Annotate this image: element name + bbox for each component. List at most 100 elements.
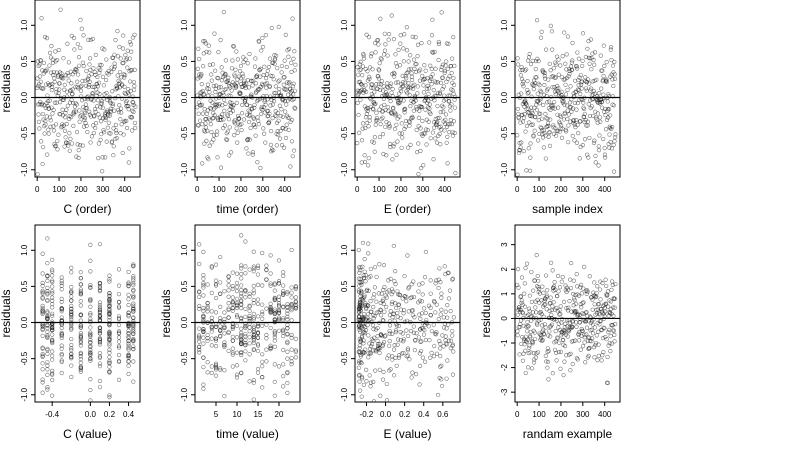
data-point	[112, 52, 117, 57]
data-point	[267, 111, 272, 116]
data-point	[247, 352, 252, 357]
data-point	[375, 325, 380, 331]
data-point	[88, 269, 93, 274]
data-point	[438, 280, 443, 285]
data-point	[613, 132, 618, 137]
data-point	[45, 236, 50, 241]
data-point	[436, 392, 441, 398]
data-point	[368, 274, 373, 279]
data-point	[232, 72, 237, 77]
data-point	[546, 377, 551, 382]
data-point	[595, 284, 600, 289]
data-point	[50, 371, 55, 376]
data-point	[116, 328, 122, 334]
data-point	[450, 56, 455, 61]
data-point	[425, 76, 430, 81]
data-point	[396, 47, 401, 53]
data-point	[567, 68, 572, 74]
data-point	[428, 136, 433, 141]
data-point	[108, 100, 113, 106]
data-point	[116, 314, 122, 319]
data-point	[589, 327, 594, 332]
data-point	[593, 153, 598, 158]
data-point	[260, 375, 265, 380]
data-point	[277, 136, 283, 141]
data-point	[611, 103, 616, 108]
data-point	[239, 330, 244, 335]
data-point	[218, 37, 223, 43]
data-point	[591, 140, 597, 145]
data-points	[355, 10, 458, 177]
data-point	[424, 117, 429, 122]
data-point	[405, 70, 410, 75]
data-point	[40, 280, 45, 286]
data-point	[235, 113, 241, 119]
data-point	[78, 282, 83, 287]
data-point	[390, 331, 395, 336]
data-point	[222, 310, 227, 315]
data-point	[97, 342, 103, 347]
data-point	[204, 86, 210, 91]
data-point	[523, 98, 528, 103]
data-point	[263, 33, 268, 38]
data-point	[92, 107, 98, 112]
data-point	[594, 77, 599, 82]
data-point	[272, 317, 277, 322]
data-point	[559, 135, 565, 140]
data-point	[403, 80, 408, 85]
data-point	[441, 344, 446, 349]
data-point	[557, 340, 562, 345]
data-point	[275, 66, 280, 71]
data-point	[388, 309, 393, 314]
data-point	[107, 343, 112, 348]
data-point	[568, 277, 573, 282]
data-point	[88, 343, 93, 348]
data-point	[251, 347, 256, 353]
data-point	[88, 332, 93, 337]
data-point	[602, 63, 607, 69]
data-point	[394, 122, 399, 127]
data-point	[96, 80, 102, 85]
data-point	[583, 360, 588, 365]
data-point	[197, 294, 202, 299]
data-point	[243, 324, 248, 329]
plot-frame	[194, 224, 301, 403]
data-point	[405, 346, 410, 351]
data-point	[131, 100, 136, 105]
data-point	[98, 137, 103, 143]
data-point	[69, 346, 74, 351]
data-point	[391, 105, 396, 110]
data-point	[568, 100, 573, 105]
data-point	[281, 270, 286, 275]
y-tick-label: 1.0	[20, 244, 29, 256]
data-point	[116, 305, 122, 310]
data-point	[573, 89, 578, 94]
data-point	[50, 377, 55, 383]
data-point	[605, 99, 610, 104]
data-point	[126, 280, 131, 285]
data-point	[577, 75, 582, 80]
data-point	[279, 63, 284, 69]
data-point	[578, 302, 583, 307]
data-point	[204, 116, 209, 122]
data-point	[534, 18, 540, 23]
y-tick-label: 1.0	[180, 244, 189, 256]
data-point	[225, 129, 230, 134]
data-point	[254, 74, 259, 79]
data-point	[58, 100, 63, 105]
data-point	[397, 91, 402, 96]
data-point	[594, 291, 599, 296]
data-point	[78, 270, 83, 275]
data-point	[272, 335, 277, 340]
data-point	[51, 124, 56, 129]
data-point	[416, 335, 422, 340]
data-point	[50, 349, 55, 354]
data-point	[389, 292, 394, 297]
data-point	[604, 60, 609, 65]
data-point	[289, 247, 294, 253]
data-point	[401, 59, 406, 64]
data-point	[69, 285, 74, 290]
data-point	[116, 377, 122, 382]
data-point	[584, 325, 590, 330]
y-tick-label: 3	[500, 242, 509, 247]
